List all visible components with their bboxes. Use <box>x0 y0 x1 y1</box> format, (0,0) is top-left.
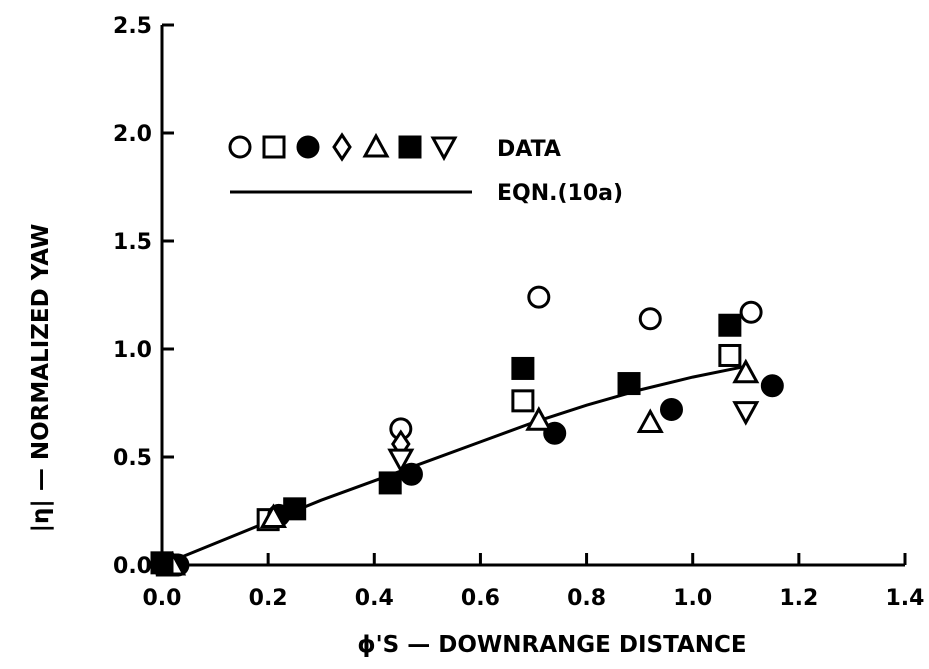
open-triangle-point <box>525 406 553 431</box>
legend-line-label: EQN.(10a) <box>497 181 623 206</box>
legend-open-circle-marker <box>228 135 252 159</box>
filled-square-point <box>718 313 742 337</box>
y-axis-title: |η| — NORMALIZED YAW <box>28 224 54 533</box>
legend-filled-square-marker <box>398 135 422 159</box>
x-tick-label: 0.2 <box>249 586 288 611</box>
x-tick-label: 0.0 <box>143 586 182 611</box>
curve-layer <box>161 364 747 567</box>
filled-square-point <box>283 497 307 521</box>
open-triangle-point <box>259 503 287 528</box>
x-tick-label: 0.6 <box>461 586 500 611</box>
legend-open-inverted-triangle-marker <box>430 136 458 162</box>
x-tick-label: 0.8 <box>567 586 606 611</box>
eqn-10a-curve <box>161 364 747 567</box>
y-tick-label: 2.5 <box>113 14 152 39</box>
x-tick-label: 0.4 <box>355 586 394 611</box>
x-tick-label: 1.0 <box>673 586 712 611</box>
y-ticks: 0.0 0.5 1.0 1.5 2.0 2.5 <box>113 14 174 579</box>
filled-square-point <box>511 356 535 380</box>
filled-square-point <box>617 372 641 396</box>
legend-filled-circle-marker <box>296 135 320 159</box>
y-tick-label: 0.0 <box>113 554 152 579</box>
legend-open-square-marker <box>262 135 286 159</box>
y-tick-label: 1.5 <box>113 230 152 255</box>
open-circle-point <box>638 307 662 331</box>
y-tick-label: 2.0 <box>113 122 152 147</box>
filled-square-point <box>150 551 174 575</box>
open-inverted-triangle-point <box>387 448 415 474</box>
y-tick-label: 0.5 <box>113 446 152 471</box>
axes <box>160 25 905 567</box>
legend-markers <box>228 132 458 162</box>
x-axis-title: ϕ'S — DOWNRANGE DISTANCE <box>357 632 746 658</box>
x-tick-label: 1.4 <box>886 586 925 611</box>
data-points <box>150 285 784 577</box>
x-ticks: 0.0 0.2 0.4 0.6 0.8 1.0 1.2 1.4 <box>143 553 925 611</box>
filled-circle-point <box>760 374 784 398</box>
legend-data-label: DATA <box>497 137 561 162</box>
open-circle-point <box>527 285 551 309</box>
open-square-point <box>718 343 742 367</box>
legend: DATA EQN.(10a) <box>228 132 623 206</box>
open-triangle-point <box>732 358 760 384</box>
y-tick-label: 1.0 <box>113 338 152 363</box>
legend-open-triangle-marker <box>362 132 390 158</box>
open-circle-point <box>739 300 763 324</box>
open-square-point <box>511 389 535 413</box>
filled-square-point <box>378 471 402 495</box>
filled-circle-point <box>399 462 423 486</box>
filled-circle-point <box>659 397 683 421</box>
legend-open-diamond-marker <box>332 132 352 162</box>
open-triangle-point <box>636 408 664 433</box>
x-tick-label: 1.2 <box>779 586 818 611</box>
open-inverted-triangle-point <box>732 401 760 426</box>
